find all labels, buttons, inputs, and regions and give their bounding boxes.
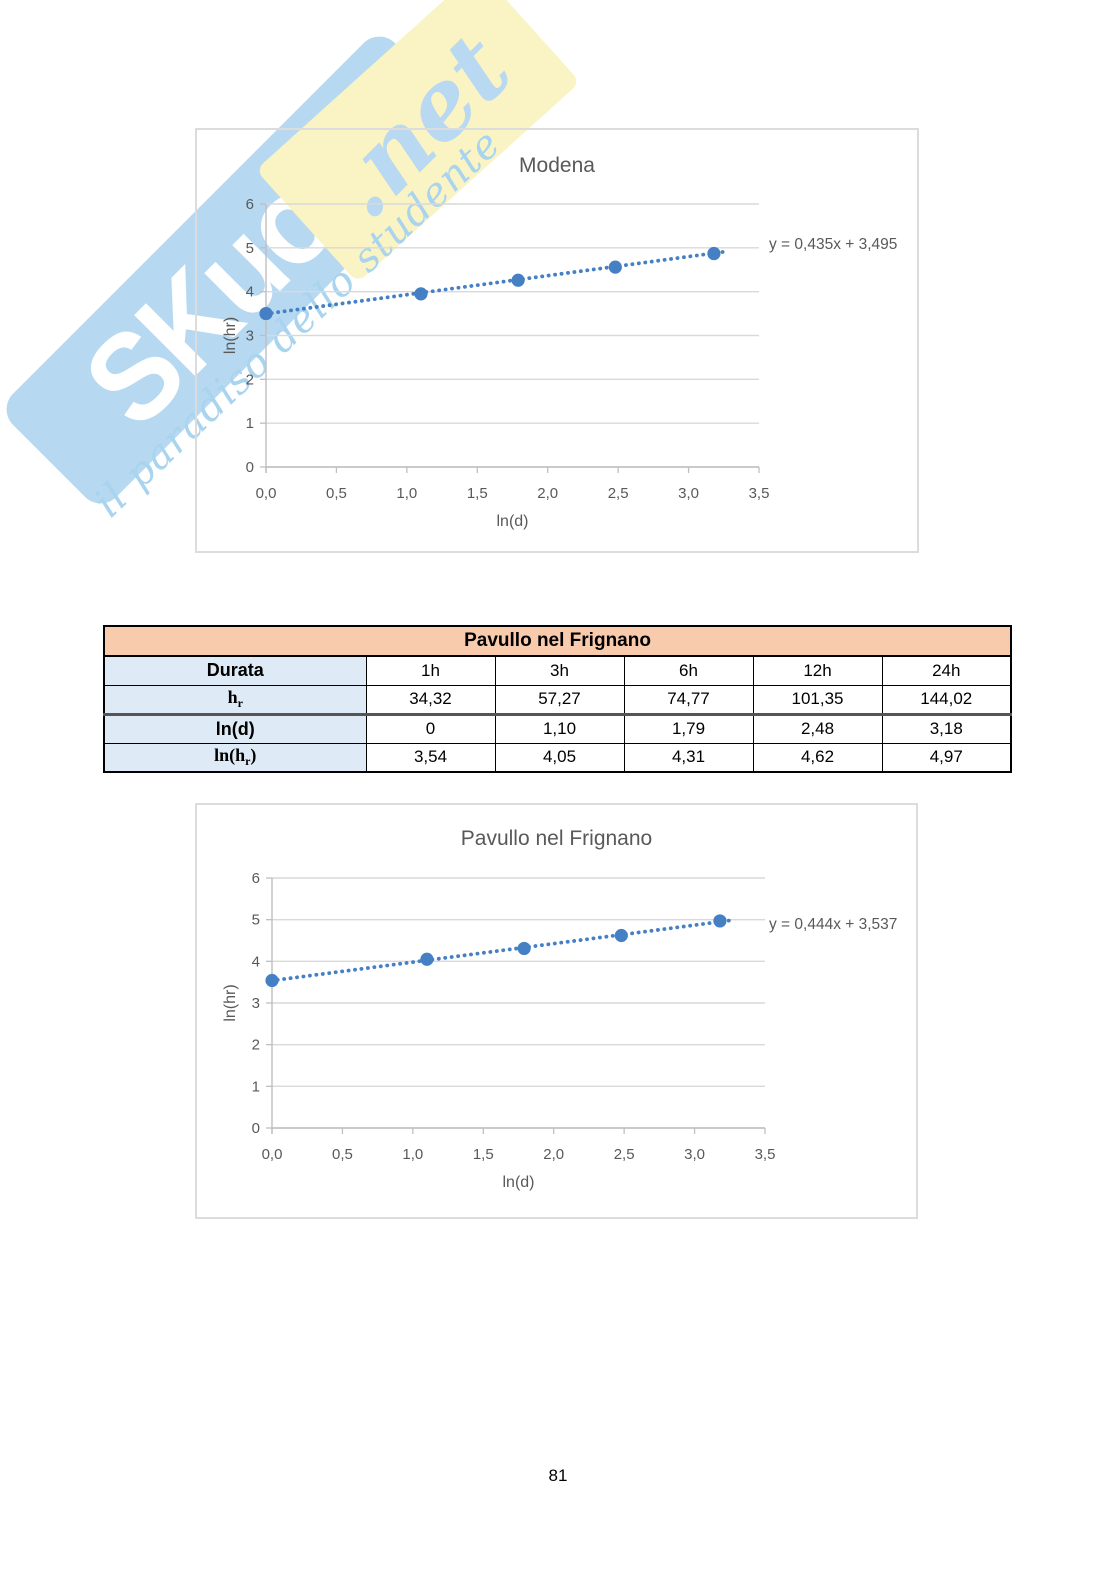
data-point: [707, 246, 721, 261]
table-cell: 4,05: [494, 742, 625, 773]
y-axis-tick-label: 1: [252, 1078, 260, 1095]
x-axis-tick-label: 2,5: [614, 1146, 635, 1163]
table-cell: 4,31: [623, 742, 754, 773]
data-point: [614, 928, 628, 943]
x-axis-tick-label: 0,0: [256, 485, 277, 502]
x-axis-tick-label: 2,0: [543, 1146, 564, 1163]
table-cell: 1,79: [623, 713, 754, 744]
data-point: [420, 952, 434, 966]
y-axis-tick-label: 4: [252, 953, 260, 970]
x-axis-tick-label: 0,0: [262, 1146, 283, 1163]
y-axis-title: ln(hr): [222, 317, 239, 354]
table-cell: 4,62: [752, 742, 883, 773]
table-cell: 0: [365, 713, 496, 744]
table-cell: 74,77: [623, 684, 754, 716]
data-point: [517, 941, 531, 956]
data-point: [608, 260, 622, 274]
table-cell: 4,97: [881, 742, 1012, 773]
trendline-equation: y = 0,444x + 3,537: [769, 916, 897, 933]
y-axis-title: ln(hr): [222, 984, 239, 1021]
chart-pavullo: Pavullo nel Frignano 0 1 2 3 4 5 6 0,0 0,5 1,0 1,5 2…: [195, 803, 918, 1219]
chart-title: Pavullo nel Frignano: [461, 827, 652, 850]
y-axis-tick-label: 6: [246, 196, 254, 213]
trendline: [269, 249, 728, 315]
y-axis-tick-label: 2: [252, 1037, 260, 1054]
table-cell: 2,48: [752, 713, 883, 744]
table-cell: 57,27: [494, 684, 625, 716]
chart-svg: Modena 0 1 2 3 4 5 6 0,0 0,5 1,0 1,5 2,0 2,5 3,0 3,5 ln(…: [222, 154, 897, 530]
chart-modena: Modena 0 1 2 3 4 5 6 0,0 0,5 1,0 1,5 2,0 2,5 3,0 3,5 ln(…: [195, 128, 919, 553]
table-cell: 3h: [494, 655, 625, 686]
x-axis-tick-label: 1,0: [396, 485, 417, 502]
y-axis-tick-label: 0: [246, 459, 254, 476]
x-axis-tick-label: 2,5: [608, 485, 629, 502]
page-number: 81: [548, 1466, 568, 1485]
y-axis-tick-label: 5: [246, 240, 254, 257]
y-axis-tick-label: 3: [246, 328, 254, 345]
data-point: [511, 273, 525, 287]
table-cell: 101,35: [752, 684, 883, 716]
table-cell: 6h: [623, 655, 754, 686]
x-axis-tick-label: 2,0: [537, 485, 558, 502]
row-label: Durata: [103, 655, 367, 686]
row-label: ln(d): [103, 713, 367, 744]
table-cell: 3,54: [365, 742, 496, 773]
chart-svg: Pavullo nel Frignano 0 1 2 3 4 5 6 0,0 0,5 1,0 1,5 2…: [222, 827, 897, 1191]
y-axis-tick-label: 4: [246, 284, 254, 301]
chart-title: Modena: [519, 154, 595, 177]
data-point: [713, 914, 727, 928]
table-cell: 34,32: [365, 684, 496, 716]
table-cell: 144,02: [881, 684, 1012, 716]
x-axis-tick-label: 0,5: [332, 1146, 353, 1163]
table-title: Pavullo nel Frignano: [102, 625, 1013, 657]
data-point: [414, 287, 428, 301]
pavullo-table-wrap: Pavullo nel Frignano Durata 1h 3h 6h 12h 24h hr…: [102, 625, 1013, 773]
x-axis-title: ln(d): [502, 1174, 534, 1191]
x-axis-tick-label: 1,5: [473, 1146, 494, 1163]
pavullo-table: Pavullo nel Frignano Durata 1h 3h 6h 12h 24h hr…: [102, 625, 1013, 773]
x-axis-title: ln(d): [496, 513, 528, 530]
x-axis-tick-label: 1,0: [402, 1146, 423, 1163]
table-cell: 3,18: [881, 713, 1012, 744]
trendline-equation: y = 0,435x + 3,495: [769, 236, 897, 253]
y-axis-tick-label: 0: [252, 1120, 260, 1137]
x-axis-tick-label: 3,5: [749, 485, 770, 502]
x-axis-tick-label: 3,5: [755, 1146, 776, 1163]
table-cell: 1h: [365, 655, 496, 686]
data-point: [259, 306, 273, 321]
y-axis-tick-label: 5: [252, 912, 260, 929]
y-axis-tick-label: 6: [252, 870, 260, 887]
y-axis-tick-label: 2: [246, 371, 254, 388]
table-cell: 1,10: [494, 713, 625, 744]
row-label: hr: [103, 684, 367, 716]
row-label: ln(hr): [103, 742, 367, 773]
x-axis-tick-label: 3,0: [678, 485, 699, 502]
table-cell: 12h: [752, 655, 883, 686]
y-axis-tick-label: 3: [252, 995, 260, 1012]
y-axis-tick-label: 1: [246, 415, 254, 432]
x-axis-tick-label: 1,5: [467, 485, 488, 502]
trendline: [275, 918, 734, 982]
table-cell: 24h: [881, 655, 1012, 686]
x-axis-tick-label: 0,5: [326, 485, 347, 502]
data-point: [265, 973, 279, 988]
x-axis-tick-label: 3,0: [684, 1146, 705, 1163]
